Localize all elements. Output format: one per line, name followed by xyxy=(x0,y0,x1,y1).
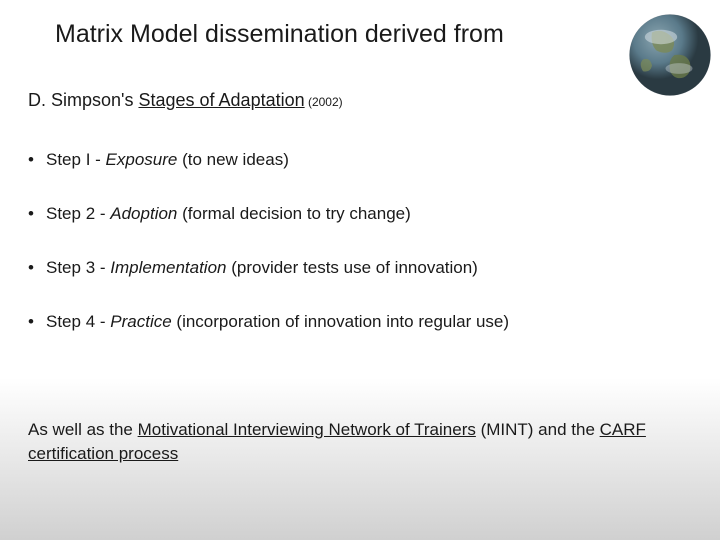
step-label: Step 3 - xyxy=(46,258,110,277)
globe-image xyxy=(625,10,715,100)
footer-pre: As well as the xyxy=(28,420,138,439)
page-title: Matrix Model dissemination derived from xyxy=(55,20,504,49)
step-label: Step 2 - xyxy=(46,204,110,223)
step-item: Step 2 - Adoption (formal decision to tr… xyxy=(28,204,692,224)
step-name: Exposure xyxy=(106,150,178,169)
subtitle: D. Simpson's Stages of Adaptation (2002) xyxy=(28,90,343,111)
steps-list: Step I - Exposure (to new ideas) Step 2 … xyxy=(28,150,692,366)
step-item: Step I - Exposure (to new ideas) xyxy=(28,150,692,170)
step-label: Step 4 - xyxy=(46,312,110,331)
step-name: Implementation xyxy=(110,258,226,277)
step-desc: (formal decision to try change) xyxy=(177,204,410,223)
subtitle-author: D. Simpson's xyxy=(28,90,138,110)
step-desc: (provider tests use of innovation) xyxy=(227,258,478,277)
step-item: Step 4 - Practice (incorporation of inno… xyxy=(28,312,692,332)
footer-mid: (MINT) and the xyxy=(476,420,600,439)
step-desc: (to new ideas) xyxy=(177,150,289,169)
step-name: Practice xyxy=(110,312,171,331)
footer-link1: Motivational Interviewing Network of Tra… xyxy=(138,420,476,439)
step-name: Adoption xyxy=(110,204,177,223)
step-label: Step I - xyxy=(46,150,106,169)
step-item: Step 3 - Implementation (provider tests … xyxy=(28,258,692,278)
subtitle-year: (2002) xyxy=(305,95,343,109)
subtitle-link: Stages of Adaptation xyxy=(138,90,304,110)
step-desc: (incorporation of innovation into regula… xyxy=(172,312,509,331)
footer-text: As well as the Motivational Interviewing… xyxy=(28,418,692,466)
